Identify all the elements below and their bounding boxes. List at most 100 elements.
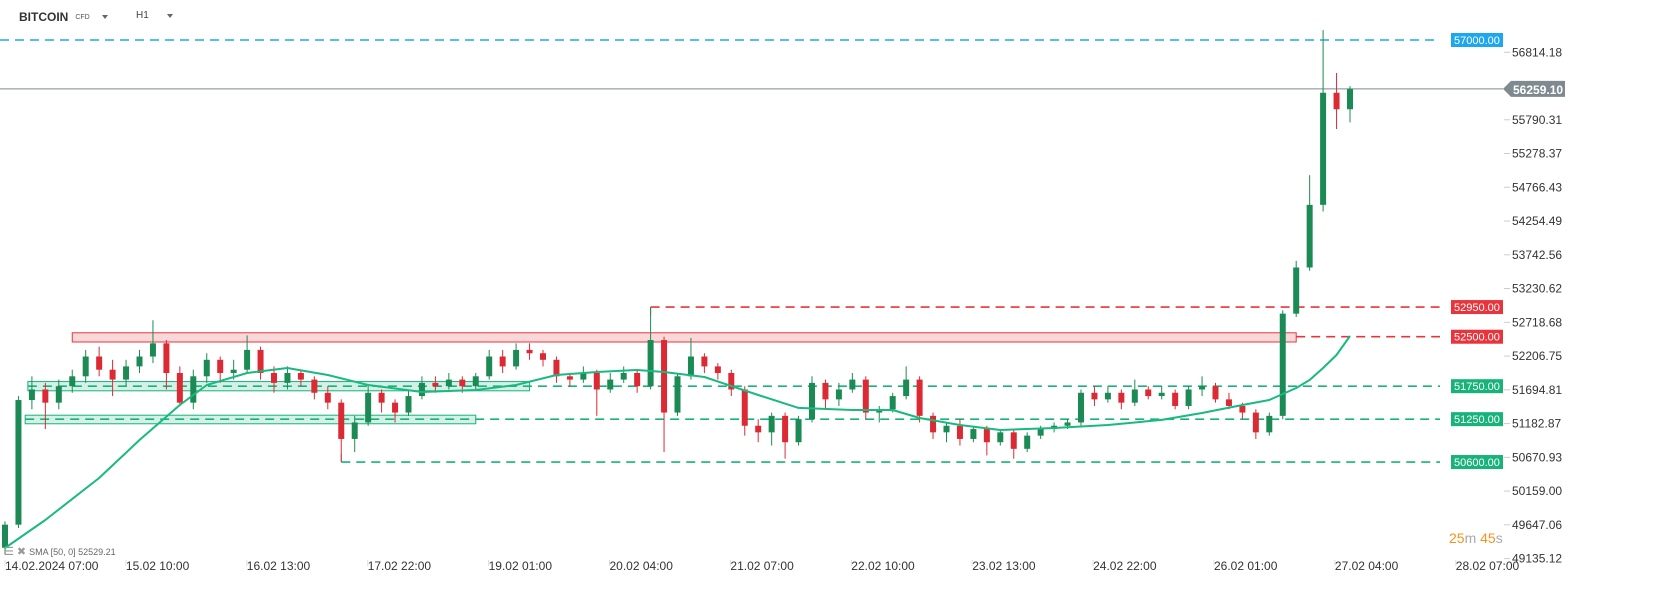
candle: [795, 415, 802, 446]
level-badge: [1451, 300, 1503, 315]
candle-body: [903, 379, 910, 397]
current-price-badge: [1503, 80, 1565, 97]
candle: [943, 422, 950, 443]
candle-body: [1212, 386, 1219, 400]
candle-body: [136, 356, 143, 367]
level-badge: [1451, 455, 1503, 470]
indicator-label: SMA [50, 0] 52529.21: [29, 546, 116, 557]
y-tick-label: 49135.12: [1512, 552, 1562, 566]
level-label: 51250.00: [1454, 414, 1500, 426]
candle: [1131, 379, 1138, 406]
candle: [499, 349, 506, 373]
candle: [1212, 382, 1219, 403]
candle: [835, 382, 842, 406]
candle-body: [230, 369, 237, 373]
candle-body: [1185, 389, 1192, 406]
candle: [28, 376, 35, 410]
candle: [472, 372, 479, 390]
x-tick-label: 16.02 13:00: [247, 559, 311, 573]
candle-body: [123, 366, 130, 380]
candle: [69, 369, 76, 393]
y-tick-label: 53742.56: [1512, 248, 1562, 262]
candle-body: [1333, 92, 1340, 110]
current-price-label: 56259.10: [1513, 83, 1563, 97]
x-tick-label: 24.02 22:00: [1093, 559, 1157, 573]
candle: [903, 366, 910, 400]
candle: [1185, 386, 1192, 410]
candle-body: [553, 359, 560, 377]
candle-body: [284, 372, 291, 383]
candle-body: [244, 349, 251, 370]
candle: [271, 366, 277, 393]
y-tick-label: 50670.93: [1512, 450, 1562, 464]
candle: [163, 340, 170, 390]
candle-body: [1131, 389, 1138, 403]
candle-body: [1037, 429, 1044, 436]
candle-body: [835, 389, 842, 400]
candle-body: [580, 372, 587, 380]
candle: [15, 396, 22, 528]
candle-body: [217, 359, 224, 373]
y-tick-label: 51694.81: [1512, 383, 1562, 397]
candle: [661, 336, 668, 453]
countdown-seconds: 45: [1480, 530, 1496, 546]
candle-body: [983, 429, 990, 443]
candle-body: [620, 372, 627, 380]
candle: [109, 359, 116, 397]
candle: [1118, 389, 1125, 410]
candle-countdown: 25m 45s: [1449, 530, 1503, 546]
candle-body: [432, 382, 439, 387]
candle-body: [862, 379, 869, 413]
candle-body: [1347, 88, 1353, 110]
candle: [701, 353, 708, 373]
candle-body: [755, 425, 762, 433]
candle-body: [1158, 392, 1165, 397]
candle-body: [1239, 405, 1246, 413]
x-tick-label: 27.02 04:00: [1335, 559, 1399, 573]
x-tick-label: 21.02 07:00: [730, 559, 794, 573]
x-tick-label: 22.02 10:00: [851, 559, 915, 573]
candle-body: [96, 356, 103, 370]
candle: [916, 376, 923, 423]
candle: [244, 335, 251, 373]
candle-body: [916, 379, 923, 416]
y-tick-label: 54254.49: [1512, 214, 1562, 228]
candle-body: [661, 340, 668, 413]
candle: [445, 372, 452, 390]
candle-body: [459, 379, 466, 387]
candle: [1024, 432, 1031, 453]
candle: [432, 376, 439, 393]
chevron-down-icon: [101, 15, 108, 19]
candle-body: [1010, 432, 1017, 449]
candle: [149, 320, 156, 364]
symbol-selector[interactable]: BITCOIN CFD: [19, 10, 108, 24]
candle-body: [1091, 392, 1098, 400]
level-label: 52500.00: [1454, 332, 1500, 344]
candle: [1104, 386, 1111, 403]
candle-body: [69, 376, 76, 387]
x-tick-label: 26.02 01:00: [1214, 559, 1278, 573]
candle-body: [324, 392, 331, 403]
candle: [324, 386, 331, 410]
candle-body: [634, 372, 641, 387]
candle: [862, 376, 869, 420]
timeframe-selector[interactable]: H1: [136, 10, 173, 21]
x-tick-label: 17.02 22:00: [368, 559, 432, 573]
candle: [782, 412, 789, 459]
candle-body: [42, 389, 49, 403]
candle: [956, 419, 963, 446]
candle-body: [338, 402, 345, 439]
close-icon[interactable]: ✖: [16, 546, 27, 558]
candle: [1279, 310, 1286, 420]
candle: [1145, 386, 1152, 400]
level-label: 50600.00: [1454, 457, 1500, 469]
menu-icon[interactable]: ☰: [4, 546, 14, 558]
y-tick-label: 52206.75: [1512, 349, 1562, 363]
candle-body: [849, 379, 856, 390]
chevron-down-icon: [166, 13, 173, 18]
candle-body: [1306, 204, 1313, 268]
candle: [970, 425, 977, 443]
candle-body: [1078, 392, 1084, 423]
symbol-name: BITCOIN: [19, 10, 69, 24]
